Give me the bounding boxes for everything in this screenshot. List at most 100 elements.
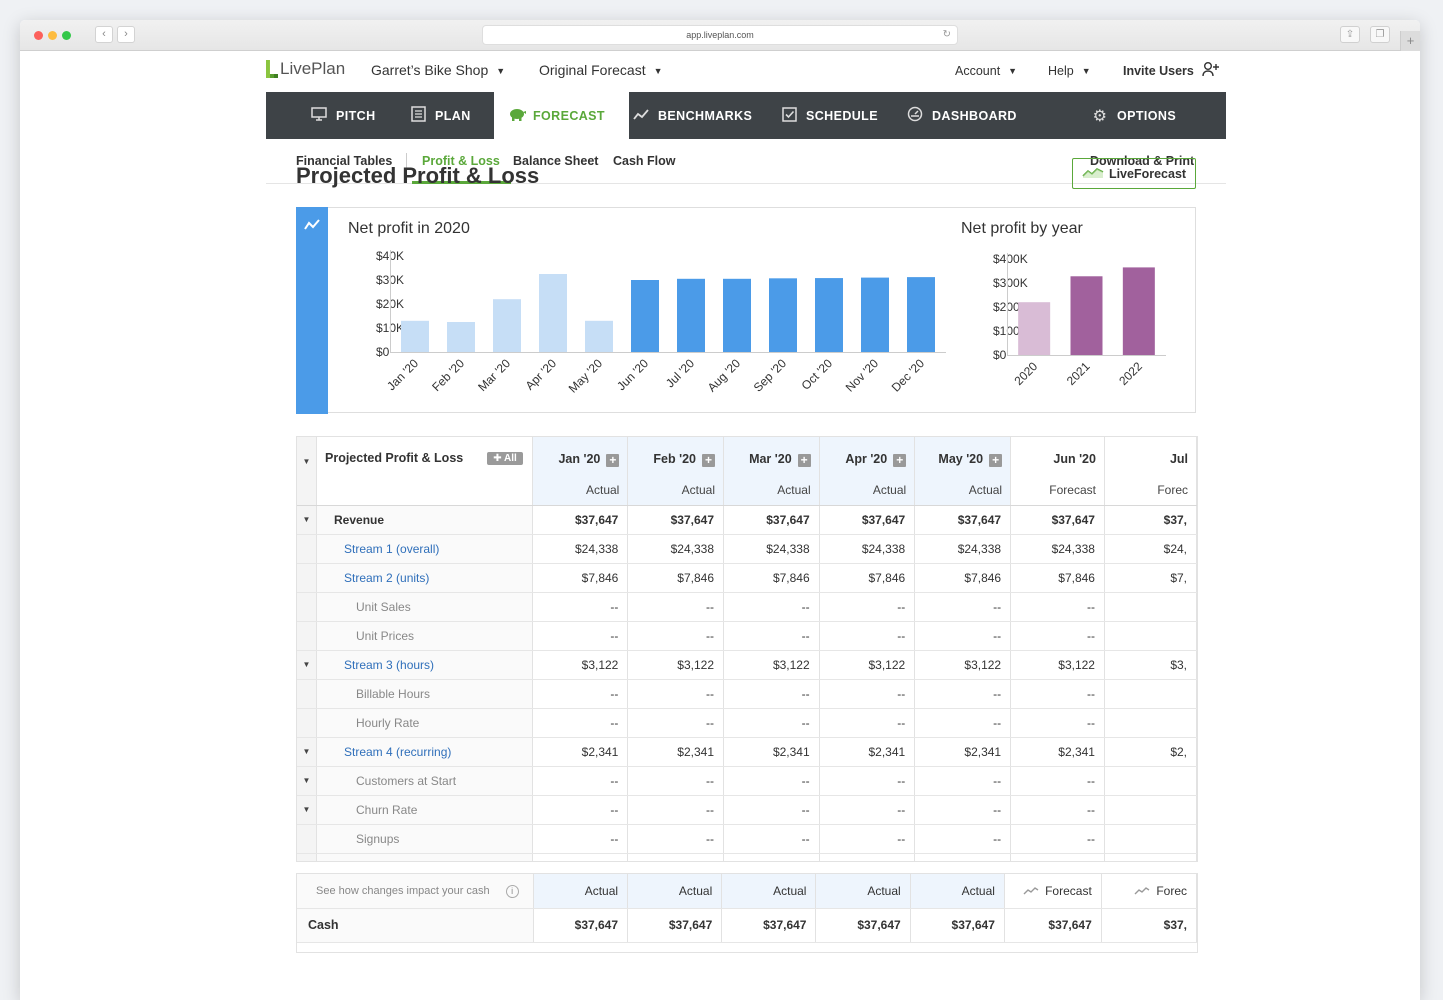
table-cell[interactable] [1104, 621, 1197, 651]
table-cell[interactable]: $37,647 [819, 505, 916, 535]
table-cell[interactable]: -- [627, 679, 724, 709]
row-collapse-caret[interactable]: ▼ [297, 505, 317, 535]
row-label[interactable]: Stream 4 (recurring) [316, 737, 533, 767]
tabs-icon[interactable]: ❐ [1370, 26, 1390, 43]
row-label[interactable]: Stream 1 (overall) [316, 534, 533, 564]
table-cell[interactable]: $2,341 [1010, 737, 1105, 767]
help-menu[interactable]: Help ▼ [1048, 64, 1091, 78]
table-cell[interactable]: -- [532, 824, 629, 854]
table-cell[interactable]: -- [723, 621, 820, 651]
table-cell[interactable]: -- [914, 592, 1012, 622]
row-collapse-caret[interactable]: ▼ [297, 766, 317, 796]
download-print-link[interactable]: Download & Print [1090, 154, 1195, 168]
profit-loss-table-container[interactable]: ▼ Projected Profit & Loss ✚ All Jan '20 + F… [296, 436, 1198, 862]
table-cell[interactable]: -- [914, 679, 1012, 709]
table-cell[interactable]: $24,338 [914, 534, 1012, 564]
charts-stripe[interactable] [296, 207, 328, 414]
table-cell[interactable]: -- [819, 766, 916, 796]
table-cell[interactable]: $37,647 [914, 505, 1012, 535]
table-cell[interactable]: -- [723, 766, 820, 796]
table-cell[interactable] [1104, 795, 1197, 825]
table-cell[interactable]: -- [532, 708, 629, 738]
chart-bar[interactable] [815, 278, 843, 352]
table-cell[interactable]: $24,338 [532, 534, 629, 564]
table-cell[interactable]: -- [723, 592, 820, 622]
table-cell[interactable]: -- [1010, 621, 1105, 651]
row-label[interactable]: Stream 3 (hours) [316, 650, 533, 680]
info-icon[interactable]: i [505, 885, 519, 899]
forward-icon[interactable]: › [117, 26, 135, 43]
expand-all-button[interactable]: ✚ All [487, 452, 523, 465]
tab-benchmarks[interactable]: BENCHMARKS [633, 92, 752, 139]
table-cell[interactable]: -- [627, 766, 724, 796]
table-cell[interactable]: $7,846 [819, 563, 916, 593]
table-cell[interactable]: -- [627, 824, 724, 854]
table-cell[interactable]: -- [914, 621, 1012, 651]
expand-month-icon[interactable]: + [702, 454, 715, 467]
chart-bar[interactable] [1018, 302, 1051, 355]
tab-schedule[interactable]: SCHEDULE [781, 92, 878, 139]
table-cell[interactable]: $37,647 [532, 505, 629, 535]
maximize-window-button[interactable] [62, 31, 71, 40]
expand-month-icon[interactable]: + [797, 454, 811, 467]
collapse-all-caret[interactable]: ▼ [297, 437, 317, 506]
tab-dashboard[interactable]: DASHBOARD [907, 92, 1017, 139]
table-cell[interactable]: -- [1010, 708, 1105, 738]
table-cell[interactable]: $3, [1104, 650, 1197, 680]
liveforecast-button[interactable]: LiveForecast [1072, 158, 1196, 189]
subtab-financial-tables[interactable]: Financial Tables [296, 154, 393, 168]
table-cell[interactable]: -- [1010, 592, 1105, 622]
table-cell[interactable]: -- [723, 679, 820, 709]
chart-bar[interactable] [723, 278, 751, 352]
table-cell[interactable]: $2, [1104, 737, 1197, 767]
table-cell[interactable]: $37, [1104, 505, 1197, 535]
close-window-button[interactable] [34, 31, 43, 40]
table-cell[interactable]: -- [1010, 766, 1105, 796]
subtab-balance-sheet[interactable]: Balance Sheet [513, 154, 599, 168]
table-cell[interactable]: -- [1010, 795, 1105, 825]
address-bar[interactable]: app.liveplan.com ↻ [482, 25, 958, 45]
row-collapse-caret[interactable]: ▼ [297, 650, 317, 680]
expand-month-icon[interactable]: + [606, 454, 620, 467]
chart-bar[interactable] [493, 299, 521, 352]
table-cell[interactable]: $7,846 [627, 563, 724, 593]
chart-bar[interactable] [585, 320, 613, 352]
table-cell[interactable]: -- [532, 795, 629, 825]
tab-options[interactable]: ⚙ OPTIONS [1092, 92, 1176, 139]
table-cell[interactable]: -- [914, 824, 1012, 854]
table-cell[interactable]: -- [819, 679, 916, 709]
table-cell[interactable]: -- [914, 766, 1012, 796]
table-cell[interactable]: -- [819, 708, 916, 738]
tab-plan[interactable]: PLAN [410, 92, 471, 139]
table-cell[interactable]: $24,338 [723, 534, 820, 564]
chart-bar[interactable] [447, 322, 475, 352]
table-cell[interactable]: $37,647 [723, 505, 820, 535]
table-cell[interactable]: -- [819, 795, 916, 825]
tab-pitch[interactable]: PITCH [311, 92, 376, 139]
table-cell[interactable]: -- [1010, 679, 1105, 709]
subtab-profit-loss[interactable]: Profit & Loss [422, 154, 500, 168]
table-cell[interactable]: $2,341 [914, 737, 1012, 767]
forecast-dropdown[interactable]: Original Forecast ▼ [539, 62, 663, 78]
table-cell[interactable]: -- [914, 708, 1012, 738]
table-cell[interactable]: -- [532, 679, 629, 709]
table-cell[interactable]: $7,846 [532, 563, 629, 593]
table-cell[interactable]: $7, [1104, 563, 1197, 593]
table-cell[interactable]: -- [819, 592, 916, 622]
table-cell[interactable]: $3,122 [532, 650, 629, 680]
company-dropdown[interactable]: Garret’s Bike Shop ▼ [371, 62, 505, 78]
table-cell[interactable]: -- [532, 766, 629, 796]
table-cell[interactable]: -- [723, 708, 820, 738]
table-cell[interactable]: $24,338 [1010, 534, 1105, 564]
tab-forecast[interactable]: FORECAST [494, 92, 629, 139]
table-cell[interactable]: $2,341 [819, 737, 916, 767]
table-cell[interactable]: -- [532, 621, 629, 651]
table-cell[interactable]: -- [627, 795, 724, 825]
table-cell[interactable]: -- [627, 621, 724, 651]
table-cell[interactable] [1104, 679, 1197, 709]
table-cell[interactable]: -- [627, 708, 724, 738]
table-cell[interactable] [1104, 766, 1197, 796]
table-cell[interactable]: $7,846 [723, 563, 820, 593]
invite-users-button[interactable]: Invite Users [1123, 61, 1220, 78]
table-cell[interactable] [1104, 708, 1197, 738]
